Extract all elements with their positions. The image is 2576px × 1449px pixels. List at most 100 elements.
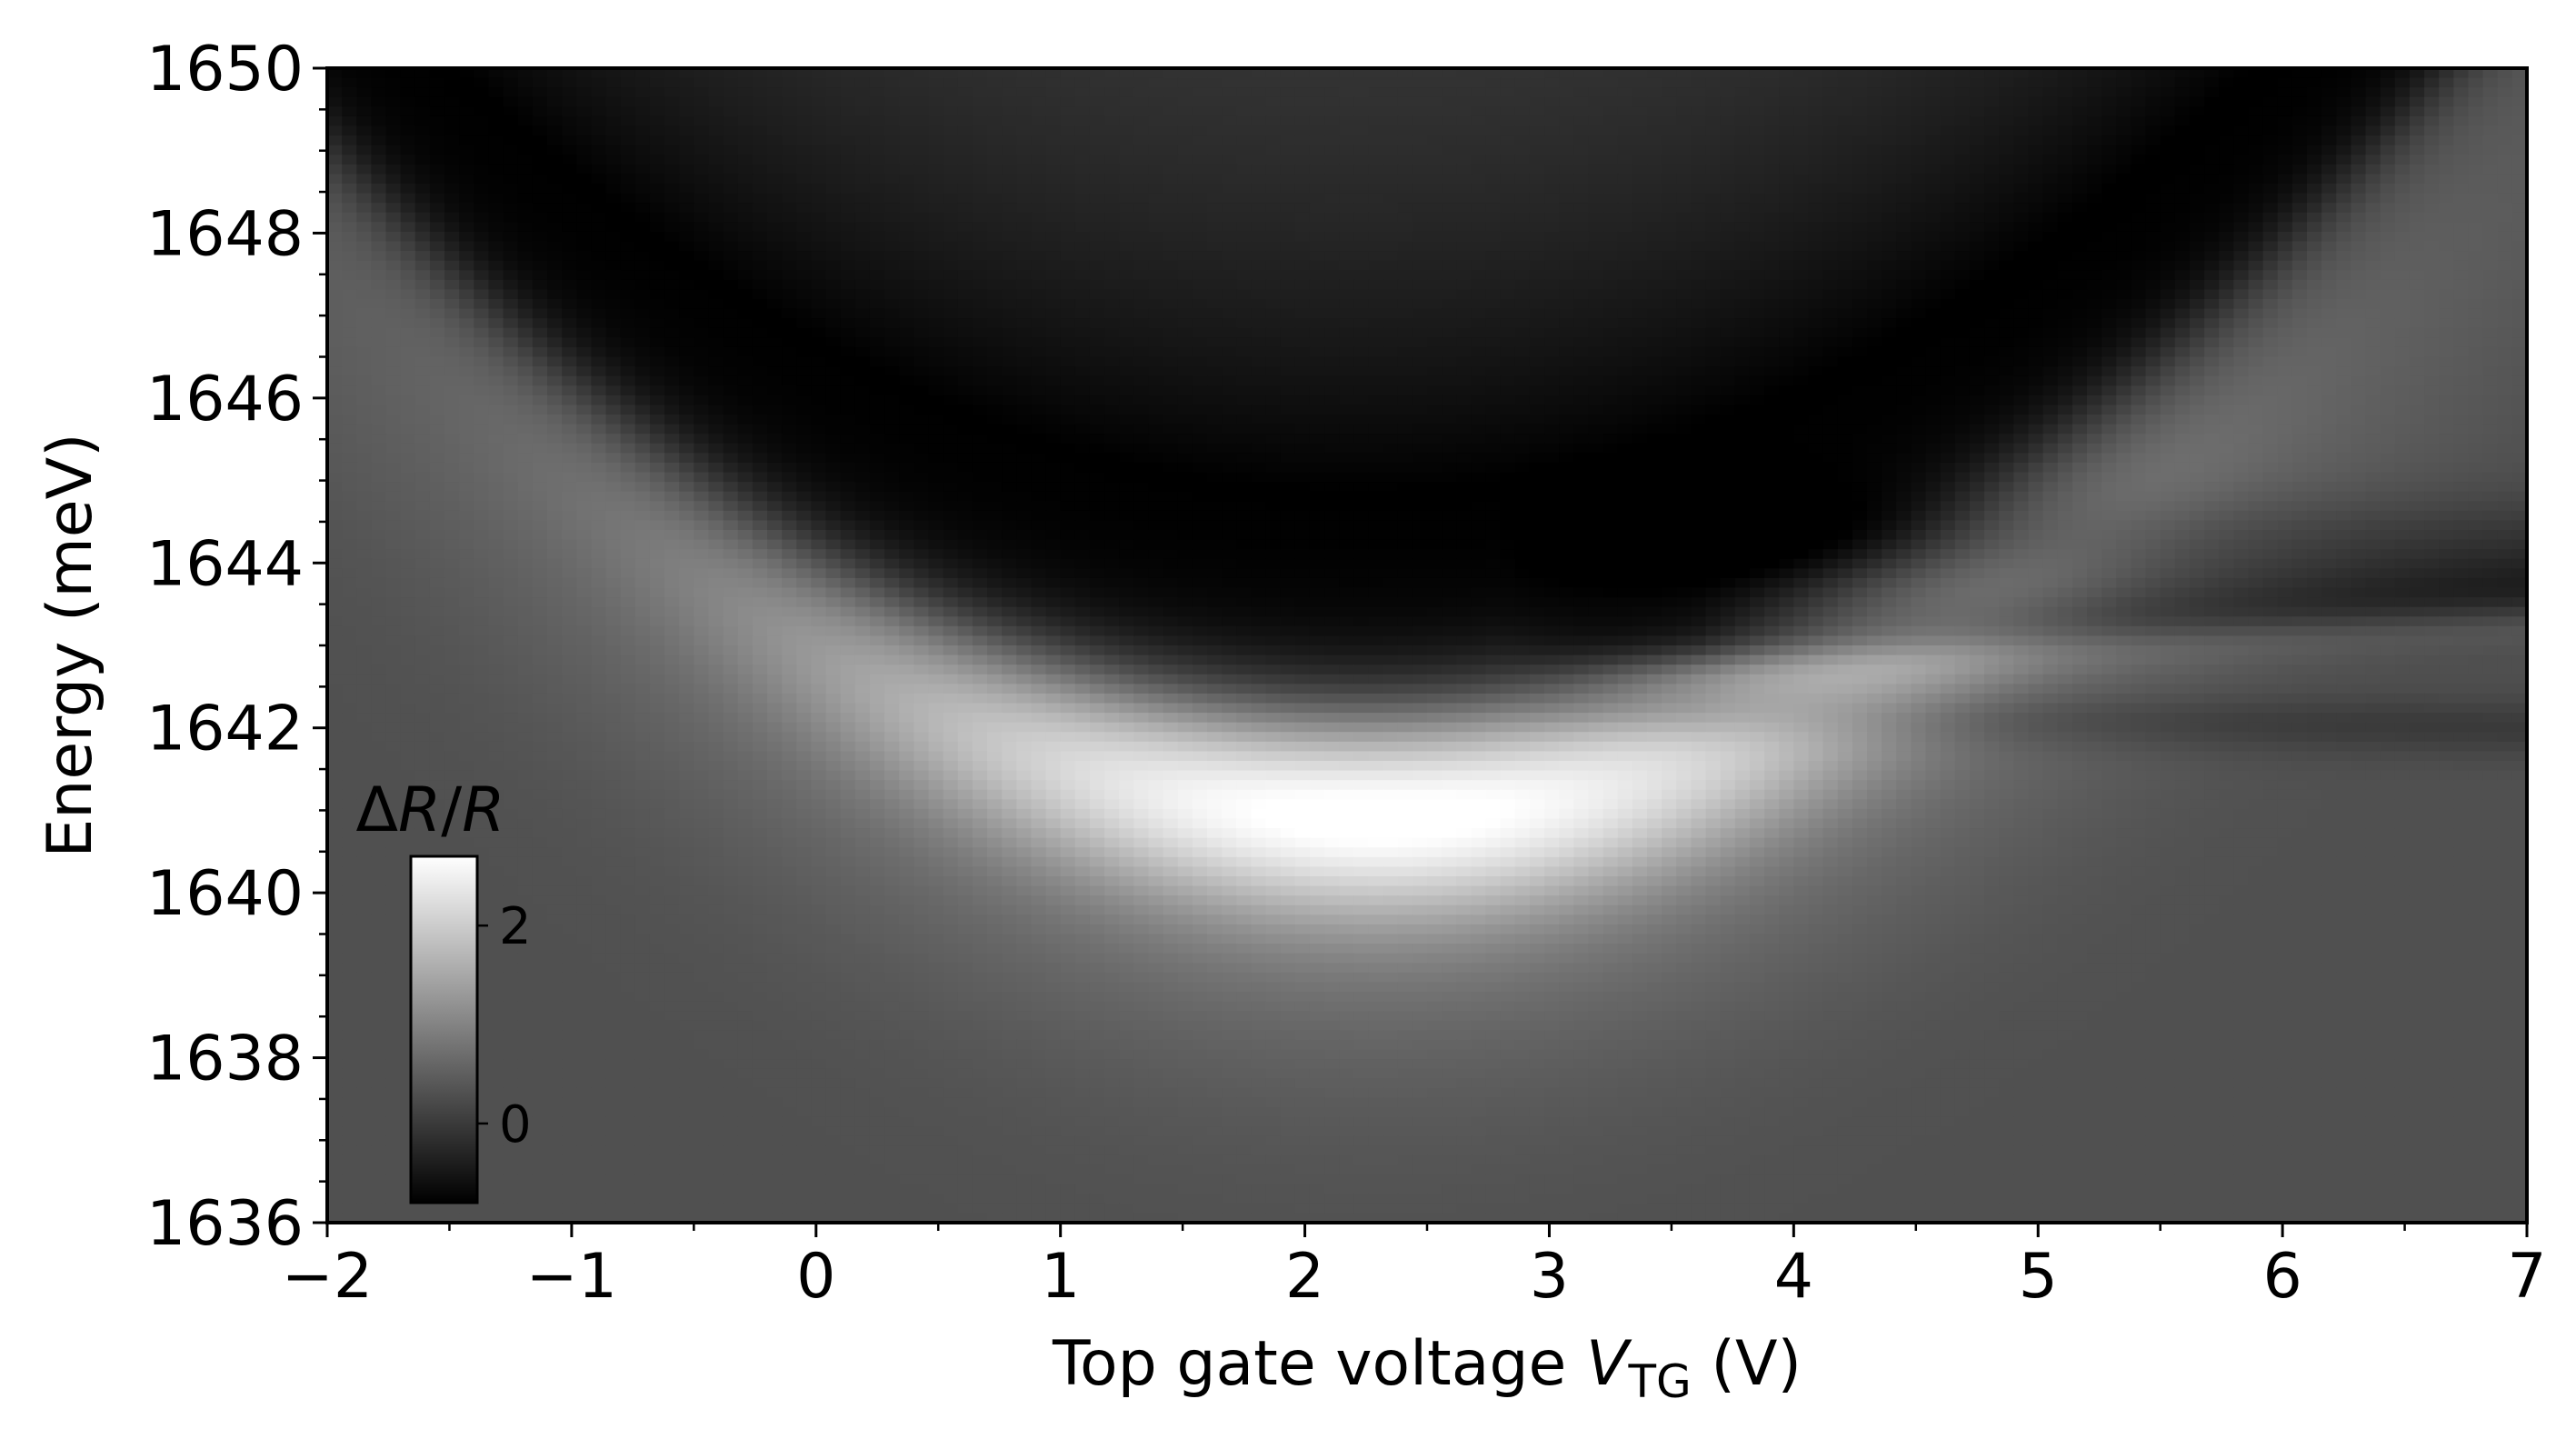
heatmap-cell: [1749, 327, 1765, 339]
heatmap-cell: [2145, 68, 2162, 79]
heatmap-cell: [854, 366, 871, 377]
heatmap-cell: [385, 145, 402, 156]
heatmap-cell: [620, 356, 636, 367]
heatmap-cell: [1192, 241, 1208, 252]
heatmap-cell: [1793, 203, 1810, 214]
heatmap-cell: [2380, 270, 2396, 281]
heatmap-cell: [532, 270, 548, 281]
heatmap-cell: [488, 299, 504, 310]
heatmap-cell: [1911, 164, 1927, 175]
heatmap-cell: [1691, 174, 1707, 185]
heatmap-cell: [2145, 337, 2162, 348]
heatmap-cell: [1588, 366, 1604, 377]
heatmap-cell: [1251, 241, 1267, 252]
heatmap-cell: [899, 385, 915, 396]
heatmap-cell: [840, 164, 856, 175]
heatmap-cell: [1074, 356, 1091, 367]
heatmap-cell: [2307, 193, 2322, 204]
heatmap-cell: [1265, 125, 1282, 136]
heatmap-cell: [1456, 115, 1473, 127]
heatmap-cell: [414, 212, 431, 224]
heatmap-cell: [1265, 231, 1282, 243]
heatmap-cell: [2160, 222, 2176, 233]
heatmap-cell: [1793, 356, 1810, 367]
heatmap-cell: [972, 299, 988, 310]
heatmap-cell: [1514, 270, 1531, 281]
heatmap-cell: [2087, 203, 2102, 214]
heatmap-cell: [356, 299, 373, 310]
heatmap-cell: [928, 289, 944, 300]
heatmap-cell: [1808, 318, 1824, 329]
heatmap-cell: [1412, 155, 1428, 165]
heatmap-cell: [1793, 193, 1810, 204]
heatmap-cell: [1837, 87, 1853, 98]
heatmap-cell: [1837, 212, 1853, 224]
heatmap-cell: [943, 68, 959, 79]
heatmap-cell: [1764, 308, 1780, 319]
heatmap-cell: [1456, 203, 1473, 214]
heatmap-cell: [1882, 203, 1898, 214]
heatmap-cell: [1427, 346, 1443, 358]
heatmap-cell: [2365, 222, 2381, 233]
heatmap-cell: [591, 346, 607, 358]
heatmap-cell: [796, 279, 813, 291]
heatmap-cell: [1544, 231, 1560, 243]
heatmap-cell: [2336, 318, 2352, 329]
heatmap-cell: [1544, 337, 1560, 348]
heatmap-cell: [1353, 308, 1370, 319]
heatmap-cell: [899, 145, 915, 156]
heatmap-cell: [1163, 356, 1179, 367]
heatmap-cell: [987, 77, 1003, 88]
heatmap-cell: [2277, 327, 2293, 339]
heatmap-cell: [2233, 231, 2250, 243]
heatmap-cell: [562, 346, 578, 358]
heatmap-cell: [2262, 145, 2279, 156]
heatmap-cell: [2511, 375, 2528, 387]
heatmap-cell: [2160, 115, 2176, 127]
heatmap-cell: [1808, 87, 1824, 98]
heatmap-cell: [1222, 115, 1238, 127]
heatmap-cell: [1808, 135, 1824, 146]
heatmap-cell: [1882, 327, 1898, 339]
heatmap-cell: [2424, 96, 2440, 108]
heatmap-cell: [708, 318, 724, 329]
heatmap-cell: [2277, 308, 2293, 319]
heatmap-cell: [1412, 260, 1428, 272]
heatmap-cell: [2351, 289, 2367, 300]
heatmap-cell: [1691, 184, 1707, 195]
heatmap-cell: [928, 231, 944, 243]
heatmap-cell: [385, 289, 402, 300]
heatmap-cell: [1163, 308, 1179, 319]
heatmap-cell: [1588, 184, 1604, 195]
heatmap-cell: [782, 251, 798, 262]
heatmap-cell: [1544, 279, 1560, 291]
heatmap-cell: [1045, 231, 1062, 243]
heatmap-cell: [620, 174, 636, 185]
heatmap-cell: [1456, 68, 1473, 79]
heatmap-cell: [928, 337, 944, 348]
heatmap-cell: [1734, 327, 1751, 339]
heatmap-cell: [1632, 279, 1648, 291]
heatmap-cell: [2291, 184, 2308, 195]
heatmap-cell: [2102, 241, 2118, 252]
heatmap-cell: [943, 203, 959, 214]
heatmap-cell: [1852, 231, 1868, 243]
heatmap-cell: [679, 203, 695, 214]
heatmap-cell: [2057, 318, 2073, 329]
heatmap-cell: [1412, 375, 1428, 387]
heatmap-cell: [1177, 193, 1193, 204]
heatmap-cell: [1779, 115, 1795, 127]
heatmap-cell: [634, 155, 651, 165]
heatmap-cell: [459, 308, 475, 319]
heatmap-cell: [1984, 327, 2000, 339]
heatmap-cell: [1368, 174, 1384, 185]
heatmap-cell: [1309, 164, 1325, 175]
heatmap-cell: [1294, 318, 1311, 329]
heatmap-cell: [1984, 375, 2000, 387]
heatmap-cell: [2380, 87, 2396, 98]
heatmap-cell: [1588, 251, 1604, 262]
heatmap-cell: [1002, 289, 1018, 300]
heatmap-cell: [884, 87, 900, 98]
heatmap-cell: [1353, 164, 1370, 175]
heatmap-cell: [1999, 231, 2015, 243]
